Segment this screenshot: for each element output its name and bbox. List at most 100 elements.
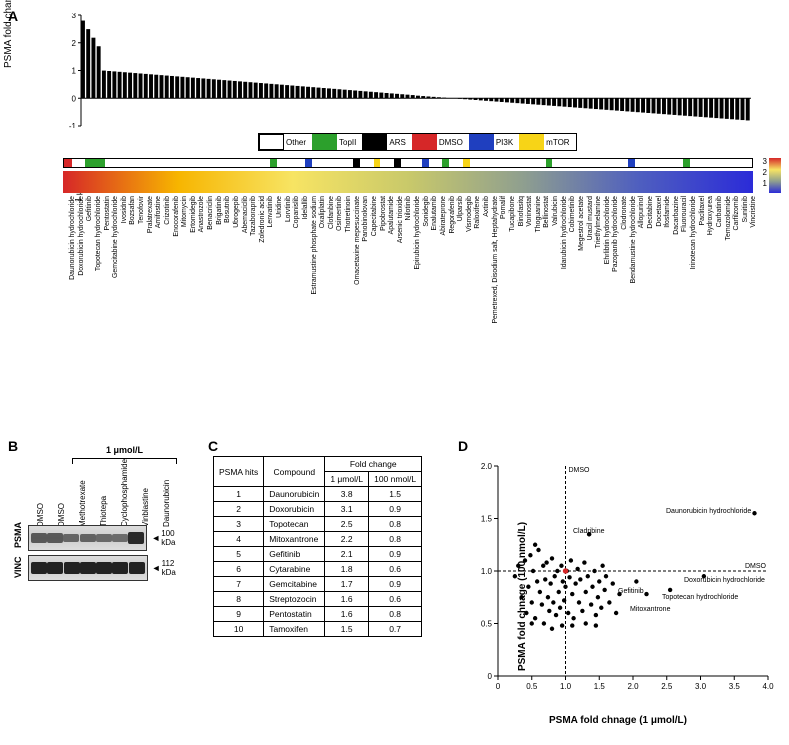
svg-text:3.5: 3.5 — [729, 682, 741, 691]
drug-label: Omacetaxine mepesuccinate — [354, 196, 361, 285]
drug-label: Crizotinib — [164, 196, 171, 225]
legend-a: OtherTopIIARSDMSOPI3KmTOR — [258, 133, 577, 151]
drug-label: Estramustine phosphate sodium — [311, 196, 318, 294]
th-hits: PSMA hits — [214, 457, 264, 487]
drug-label: Panobinolovan — [362, 196, 369, 242]
svg-text:1.0: 1.0 — [560, 682, 572, 691]
lane-header: Methotrexate — [78, 506, 87, 527]
svg-text:2: 2 — [72, 39, 77, 48]
drug-label: Triethylmelamine — [595, 196, 602, 248]
drug-label: Pemetrexed, Disodium salt, Heptahydrate — [492, 196, 499, 324]
band-label: VINC — [13, 558, 23, 578]
cell-fc2: 0.6 — [369, 562, 422, 577]
drug-label: Paclitaxel — [699, 196, 706, 226]
colorbar — [769, 158, 781, 193]
scatter-plot: 00.51.01.52.02.53.03.54.000.51.01.52.0DM… — [458, 456, 778, 726]
scatter-annotation: Doxorubicin hydrochloride — [684, 577, 765, 584]
table-row: 9Pentostatin1.60.8 — [214, 607, 422, 622]
band-row: PSMA100 kDa — [8, 525, 183, 551]
scatter-annotation: Topotecan hydrochloride — [662, 594, 738, 601]
cell-fc1: 3.1 — [325, 502, 369, 517]
drug-label: Valrubicin — [552, 196, 559, 226]
drug-label: Capecitabine — [371, 196, 378, 236]
drug-label: Gefitinib — [86, 196, 93, 221]
svg-text:1: 1 — [72, 67, 77, 76]
figure-root: A PSMA fold change (1 μmol/L) -10123 Oth… — [8, 8, 781, 728]
scatter-annotation: Daunorubicin hydrochloride — [666, 508, 751, 515]
table-row: 6Cytarabine1.80.6 — [214, 562, 422, 577]
lane-header: DMSO — [57, 506, 66, 527]
drug-label: Pazopanib hydrochloride — [612, 196, 619, 272]
cell-compound: Gemcitabine — [264, 577, 325, 592]
cell-fc2: 0.9 — [369, 547, 422, 562]
band-kda: 112 kDa — [152, 559, 183, 577]
cell-rank: 8 — [214, 592, 264, 607]
drug-label: Clodronate — [621, 196, 628, 230]
drug-label: Tucapibone — [509, 196, 516, 232]
drug-label: Benacriclin — [207, 196, 214, 230]
drug-label: Axtinib — [483, 196, 490, 217]
drug-label: Megestrol acetate — [578, 196, 585, 251]
drug-label: Copanislib — [293, 196, 300, 228]
cell-fc1: 2.5 — [325, 517, 369, 532]
drug-label: Bosutnib — [224, 196, 231, 223]
cell-fc2: 0.8 — [369, 517, 422, 532]
drug-label: Epirubicin hydrochloride — [414, 196, 421, 270]
cell-rank: 4 — [214, 532, 264, 547]
lane-header: Vinblastine — [141, 506, 150, 527]
cell-rank: 1 — [214, 487, 264, 502]
drug-label: Uridine — [276, 196, 283, 218]
drug-label: Allopurinol — [638, 196, 645, 228]
scatter-y-label: PSMA fold chnage (100 nmol/L) — [517, 522, 528, 671]
drug-label: Temozolomide — [725, 196, 732, 240]
band-kda: 100 kDa — [151, 529, 183, 547]
svg-text:DMSO: DMSO — [569, 467, 591, 474]
lane-bracket-label: 1 μmol/L — [73, 445, 176, 455]
drug-label: Bozsafan — [129, 196, 136, 225]
drug-label: Gemcitabine hydrochloride — [112, 196, 119, 278]
colorbar-ticks: 321 — [763, 156, 767, 189]
heatmap-strip — [63, 171, 753, 193]
drug-label: Daunorubicin hydrochloride — [69, 196, 76, 280]
cell-fc1: 1.6 — [325, 592, 369, 607]
drug-label: Fluorouracil — [681, 196, 688, 232]
drug-label: Doxorubicin hydrochloride — [78, 196, 85, 276]
panel-a: A PSMA fold change (1 μmol/L) -10123 Oth… — [8, 8, 781, 438]
svg-text:0: 0 — [496, 682, 501, 691]
drug-label: Vorinostat — [526, 196, 533, 227]
table-row: 10Tamoxifen1.50.7 — [214, 622, 422, 637]
drug-label: Ubrogepib — [233, 196, 240, 228]
th-sub2: 100 nmol/L — [369, 472, 422, 487]
drug-labels: Daunorubicin hydrochlorideDoxorubicin hy… — [63, 196, 753, 436]
cell-fc1: 1.6 — [325, 607, 369, 622]
table-row: 4Mitoxantrone2.20.8 — [214, 532, 422, 547]
cell-fc1: 1.5 — [325, 622, 369, 637]
drug-label: Ivosidnib — [121, 196, 128, 223]
drug-label: Regorafenib — [449, 196, 456, 234]
cell-fc2: 0.8 — [369, 532, 422, 547]
svg-text:-1: -1 — [69, 122, 77, 128]
svg-text:0.5: 0.5 — [481, 620, 493, 629]
drug-label: Lenvatinib — [267, 196, 274, 227]
drug-label: Idarubicin hydrochloride — [561, 196, 568, 269]
drug-label: Anastrozole — [198, 196, 205, 232]
table-row: 2Doxorubicin3.10.9 — [214, 502, 422, 517]
drug-label: Cobimetinib — [569, 196, 576, 232]
svg-text:DMSO: DMSO — [745, 563, 767, 570]
svg-text:0: 0 — [72, 94, 77, 103]
drug-label: Abirateprone — [440, 196, 447, 235]
drug-label: Binofasitq — [518, 196, 525, 226]
drug-label: Docetaxel — [656, 196, 663, 227]
drug-label: Bellinostat — [543, 196, 550, 228]
cell-fc1: 3.8 — [325, 487, 369, 502]
drug-label: Thotretinoin — [345, 196, 352, 232]
drug-label: Idelallib — [302, 196, 309, 219]
bottom-row: B 1 μmol/L DMSODMSOMethotrexateThiotepaC… — [8, 438, 781, 728]
cell-fc2: 1.5 — [369, 487, 422, 502]
panel-c: C PSMA hits Compound Fold change 1 μmol/… — [208, 438, 458, 728]
drug-label: Topotecan hydrochloride — [95, 196, 102, 271]
table-row: 5Gefitinib2.10.9 — [214, 547, 422, 562]
drug-label: Ifosfamide — [664, 196, 671, 228]
drug-label: Abemaciclib — [242, 196, 249, 233]
drug-label: Ertomidegib — [190, 196, 197, 233]
